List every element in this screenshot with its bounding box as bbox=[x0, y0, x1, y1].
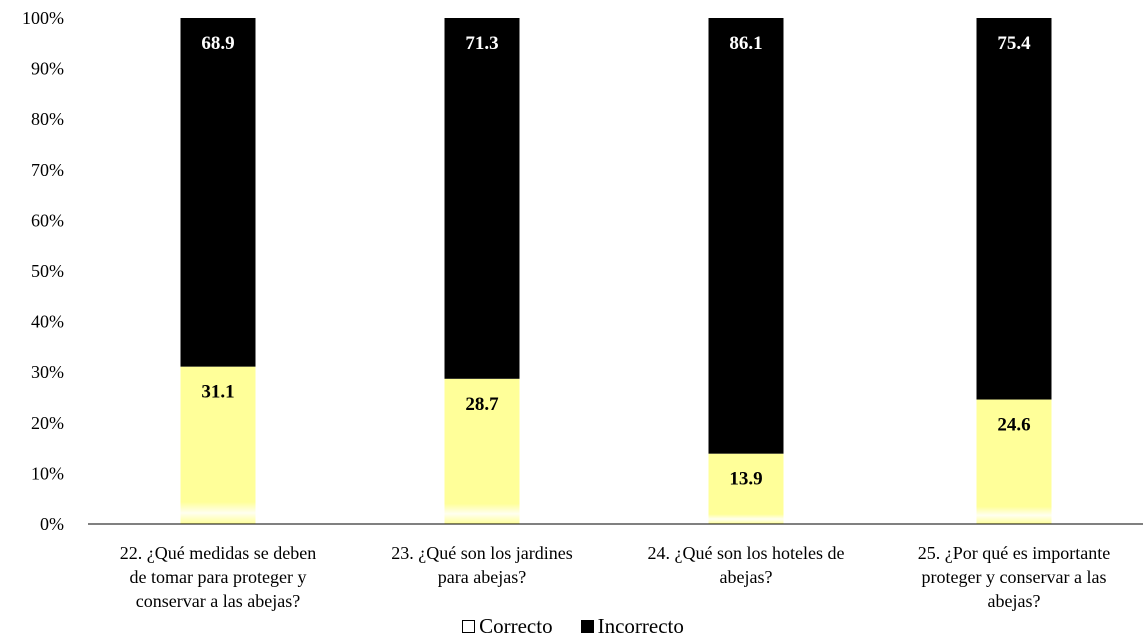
x-category-label: 25. ¿Por qué es importante proteger y con… bbox=[918, 543, 1110, 611]
x-category-label: 22. ¿Qué medidas se deben de tomar para p… bbox=[120, 543, 316, 611]
y-tick-label: 0% bbox=[40, 514, 64, 534]
legend-swatch-correcto bbox=[462, 620, 476, 633]
y-tick-label: 20% bbox=[31, 413, 64, 433]
data-labels: 31.1 68.9 28.7 71.3 13.9 86.1 24.6 75.4 bbox=[201, 33, 1031, 490]
y-tick-label: 40% bbox=[31, 312, 64, 332]
legend-label-correcto: Correcto bbox=[479, 614, 553, 638]
legend-item-incorrecto: Incorrecto bbox=[580, 614, 684, 639]
x-category-label: 24. ¿Qué son los hoteles de abejas? bbox=[648, 543, 845, 587]
y-tick-label: 100% bbox=[22, 8, 64, 28]
bar-correcto bbox=[444, 378, 520, 524]
data-label-correcto: 24.6 bbox=[997, 415, 1030, 436]
bar-incorrecto bbox=[976, 18, 1052, 400]
y-tick-label: 80% bbox=[31, 109, 64, 129]
y-tick-label: 10% bbox=[31, 463, 64, 483]
y-tick-label: 50% bbox=[31, 261, 64, 281]
bar-incorrecto bbox=[708, 18, 784, 454]
data-label-correcto: 13.9 bbox=[729, 469, 762, 490]
data-label-correcto: 31.1 bbox=[201, 382, 234, 403]
y-tick-label: 70% bbox=[31, 160, 64, 180]
x-axis-categories: 22. ¿Qué medidas se deben de tomar para p… bbox=[120, 543, 1110, 611]
stacked-bar-chart: 0% 10% 20% 30% 40% 50% 60% 70% 80% 90% 100% 31.1 68… bbox=[22, 8, 1143, 611]
x-category-label: 23. ¿Qué son los jardines para abejas? bbox=[391, 543, 572, 587]
legend-swatch-incorrecto bbox=[580, 620, 594, 633]
data-label-incorrecto: 68.9 bbox=[201, 33, 234, 54]
bar-correcto bbox=[976, 399, 1052, 524]
y-tick-label: 30% bbox=[31, 362, 64, 382]
data-label-correcto: 28.7 bbox=[465, 394, 499, 415]
bar-correcto bbox=[180, 366, 256, 524]
data-label-incorrecto: 71.3 bbox=[465, 33, 498, 54]
y-tick-label: 90% bbox=[31, 59, 64, 79]
data-label-incorrecto: 86.1 bbox=[729, 33, 762, 54]
y-axis: 0% 10% 20% 30% 40% 50% 60% 70% 80% 90% 100% bbox=[22, 8, 64, 534]
legend-item-correcto: Correcto bbox=[462, 614, 553, 639]
bar-incorrecto bbox=[444, 18, 520, 379]
data-label-incorrecto: 75.4 bbox=[997, 33, 1031, 54]
bar-correcto bbox=[708, 453, 784, 524]
legend-label-incorrecto: Incorrecto bbox=[597, 614, 684, 638]
legend: Correcto Incorrecto bbox=[0, 614, 1146, 639]
bar-incorrecto bbox=[180, 18, 256, 367]
y-tick-label: 60% bbox=[31, 210, 64, 230]
bars bbox=[180, 18, 1052, 524]
